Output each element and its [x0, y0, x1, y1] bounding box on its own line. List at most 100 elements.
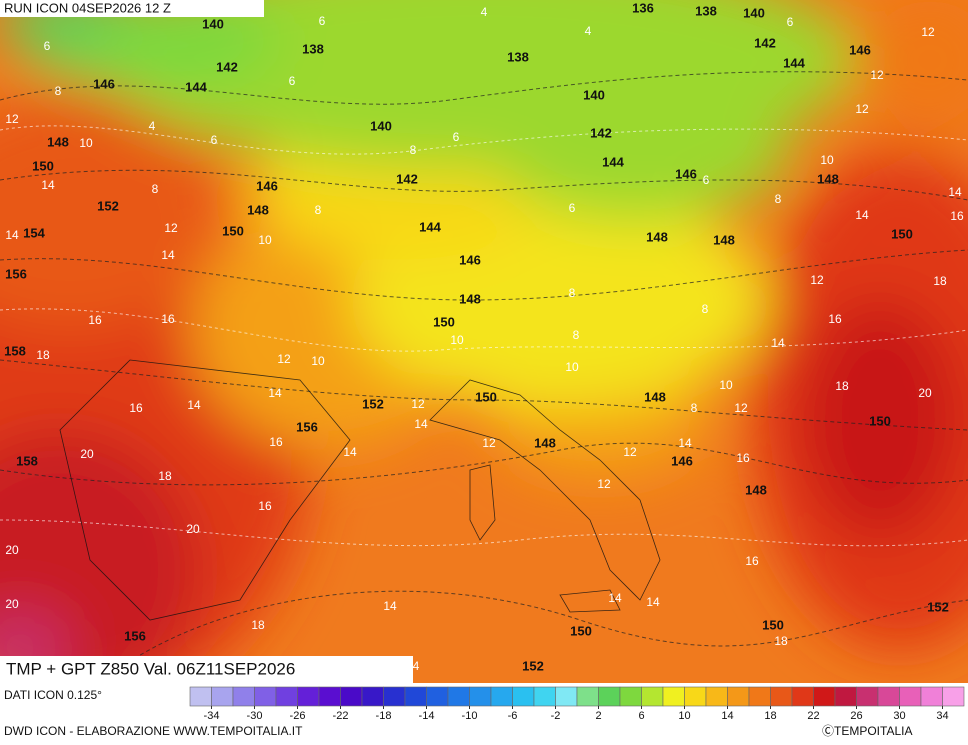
- legend-swatch: [942, 686, 965, 707]
- temperature-label: 4: [585, 24, 592, 38]
- temperature-label: 14: [948, 185, 962, 199]
- temperature-label: 14: [41, 178, 55, 192]
- temperature-label: 12: [482, 436, 496, 450]
- geopotential-label: 148: [644, 389, 666, 404]
- geopotential-label: 150: [762, 617, 784, 632]
- legend-swatch: [619, 686, 642, 707]
- temperature-label: 14: [268, 386, 282, 400]
- legend-swatch: [254, 686, 277, 707]
- legend-tick-label: -34: [204, 710, 220, 722]
- temperature-label: 12: [734, 401, 748, 415]
- temperature-label: 6: [787, 15, 794, 29]
- temperature-label: 10: [565, 360, 579, 374]
- legend-swatch: [727, 686, 750, 707]
- geopotential-label: 144: [419, 219, 441, 234]
- geopotential-label: 158: [4, 343, 26, 358]
- temperature-label: 18: [774, 634, 788, 648]
- temperature-label: 6: [211, 133, 218, 147]
- legend-tick-label: -14: [419, 710, 435, 722]
- temperature-label: 12: [921, 25, 935, 39]
- legend-tick-label: -2: [551, 710, 561, 722]
- geopotential-label: 150: [570, 623, 592, 638]
- temperature-label: 14: [414, 417, 428, 431]
- temperature-label: 4: [149, 119, 156, 133]
- credit: DWD ICON - ELABORAZIONE WWW.TEMPOITALIA.…: [4, 724, 303, 738]
- temperature-label: 14: [383, 599, 397, 613]
- temperature-label: 18: [251, 618, 265, 632]
- temperature-label: 20: [80, 447, 94, 461]
- temperature-label: 16: [258, 499, 272, 513]
- geopotential-label: 150: [222, 223, 244, 238]
- temperature-label: 10: [258, 233, 272, 247]
- legend-swatch: [469, 686, 492, 707]
- source: DATI ICON 0.125°: [4, 688, 102, 702]
- map-title: TMP + GPT Z850 Val. 06Z11SEP2026: [6, 659, 295, 678]
- legend-swatch: [555, 686, 578, 707]
- legend-swatch: [490, 686, 513, 707]
- legend-swatch: [533, 686, 556, 707]
- temperature-label: 20: [186, 522, 200, 536]
- legend-swatch: [598, 686, 621, 707]
- legend-swatch: [641, 686, 664, 707]
- temperature-label: 14: [5, 228, 19, 242]
- legend-swatch: [340, 686, 363, 707]
- temperature-label: 10: [719, 378, 733, 392]
- temperature-label: 14: [343, 445, 357, 459]
- legend-swatch: [877, 686, 900, 707]
- geopotential-label: 150: [891, 226, 913, 241]
- temperature-label: 4: [413, 659, 420, 673]
- legend-tick-label: 34: [936, 710, 948, 722]
- geopotential-label: 142: [216, 59, 238, 74]
- temperature-label: 10: [450, 333, 464, 347]
- temperature-label: 14: [187, 398, 201, 412]
- geopotential-label: 156: [5, 266, 27, 281]
- legend-tick-label: -22: [333, 710, 349, 722]
- legend-swatch: [318, 686, 341, 707]
- logo: ⒸTEMPOITALIA: [822, 724, 912, 738]
- geopotential-label: 148: [47, 134, 69, 149]
- geopotential-label: 150: [32, 158, 54, 173]
- legend-swatch: [512, 686, 535, 707]
- temperature-label: 14: [161, 248, 175, 262]
- legend-swatch: [748, 686, 771, 707]
- temperature-label: 12: [597, 477, 611, 491]
- temperature-label: 10: [311, 354, 325, 368]
- geopotential-label: 148: [745, 482, 767, 497]
- geopotential-label: 142: [396, 171, 418, 186]
- temperature-field: [0, 0, 968, 683]
- temperature-label: 6: [703, 173, 710, 187]
- legend-tick-label: 2: [595, 710, 601, 722]
- legend-swatch: [813, 686, 836, 707]
- geopotential-label: 136: [632, 0, 654, 15]
- temperature-label: 8: [410, 143, 417, 157]
- temperature-label: 8: [702, 302, 709, 316]
- legend-swatch: [361, 686, 384, 707]
- geopotential-label: 150: [869, 413, 891, 428]
- temperature-label: 12: [411, 397, 425, 411]
- geopotential-label: 148: [817, 171, 839, 186]
- temperature-label: 14: [678, 436, 692, 450]
- geopotential-label: 142: [590, 125, 612, 140]
- legend-tick-label: 30: [893, 710, 905, 722]
- legend-swatch: [770, 686, 793, 707]
- geopotential-label: 154: [23, 225, 45, 240]
- legend-swatch: [211, 686, 234, 707]
- legend-swatch: [576, 686, 599, 707]
- geopotential-label: 146: [849, 42, 871, 57]
- temperature-label: 8: [569, 286, 576, 300]
- temperature-label: 16: [745, 554, 759, 568]
- temperature-label: 14: [608, 591, 622, 605]
- geopotential-label: 138: [695, 3, 717, 18]
- temperature-label: 16: [736, 451, 750, 465]
- geopotential-label: 152: [522, 658, 544, 673]
- temperature-label: 12: [870, 68, 884, 82]
- temperature-label: 20: [918, 386, 932, 400]
- temperature-label: 8: [55, 84, 62, 98]
- geopotential-label: 140: [743, 5, 765, 20]
- geopotential-label: 150: [475, 389, 497, 404]
- geopotential-label: 146: [671, 453, 693, 468]
- temperature-label: 16: [88, 313, 102, 327]
- geopotential-label: 138: [302, 41, 324, 56]
- geopotential-label: 142: [754, 35, 776, 50]
